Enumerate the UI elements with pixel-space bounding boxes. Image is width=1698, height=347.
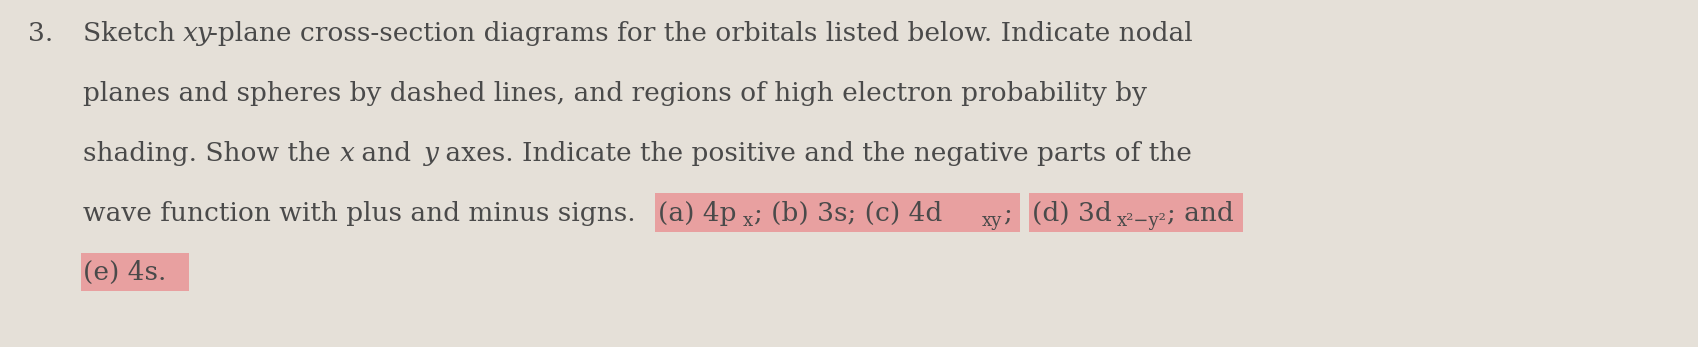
Text: 3.: 3. — [27, 22, 53, 46]
Text: Sketch: Sketch — [83, 22, 183, 46]
Text: ; and: ; and — [1167, 201, 1233, 226]
Text: (e) 4s.: (e) 4s. — [83, 260, 166, 285]
Text: and: and — [353, 141, 419, 166]
Text: x²−y²: x²−y² — [1117, 212, 1167, 230]
Text: shading. Show the: shading. Show the — [83, 141, 340, 166]
Text: wave function with plus and minus signs.: wave function with plus and minus signs. — [83, 201, 635, 226]
Text: x: x — [742, 212, 752, 230]
Text: y: y — [424, 141, 438, 166]
Text: xy: xy — [183, 22, 212, 46]
Text: axes. Indicate the positive and the negative parts of the: axes. Indicate the positive and the nega… — [436, 141, 1192, 166]
Text: xy: xy — [981, 212, 1002, 230]
Text: x: x — [340, 141, 355, 166]
Text: -plane cross-section diagrams for the orbitals listed below. Indicate nodal: -plane cross-section diagrams for the or… — [209, 22, 1192, 46]
Text: (d) 3d: (d) 3d — [1031, 201, 1110, 226]
Text: planes and spheres by dashed lines, and regions of high electron probability by: planes and spheres by dashed lines, and … — [83, 81, 1146, 106]
Text: ; (b) 3s; (c) 4d: ; (b) 3s; (c) 4d — [754, 201, 942, 226]
Text: (a) 4p: (a) 4p — [657, 201, 735, 226]
Text: ;: ; — [1002, 201, 1012, 226]
